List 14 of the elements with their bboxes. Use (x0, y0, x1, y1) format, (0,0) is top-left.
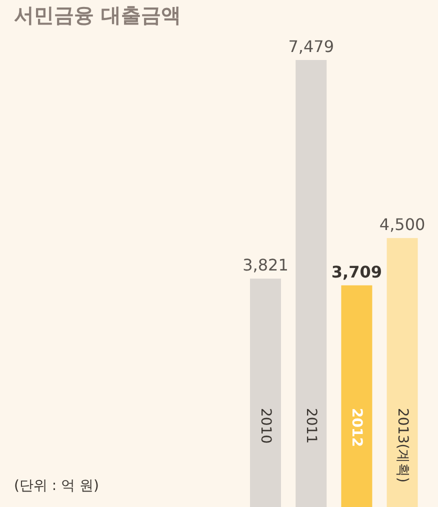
text: (단위 : 억 원) (14, 478, 99, 494)
data-label: 3,709 (331, 262, 382, 282)
bar (296, 60, 327, 507)
data-label: 4,500 (379, 215, 426, 234)
bar (341, 285, 372, 507)
chart-title: 서민금융 대출금액 (14, 3, 181, 27)
x-tick-label: 2013(계획) (394, 408, 410, 483)
x-tick-label: 2010 (258, 408, 274, 444)
data-label: 7,479 (288, 37, 334, 56)
bar (250, 278, 281, 507)
x-tick-label: 2012 (348, 408, 365, 447)
bar (386, 238, 418, 507)
data-label: 3,821 (242, 256, 288, 275)
x-tick-label: 2011 (303, 408, 320, 444)
